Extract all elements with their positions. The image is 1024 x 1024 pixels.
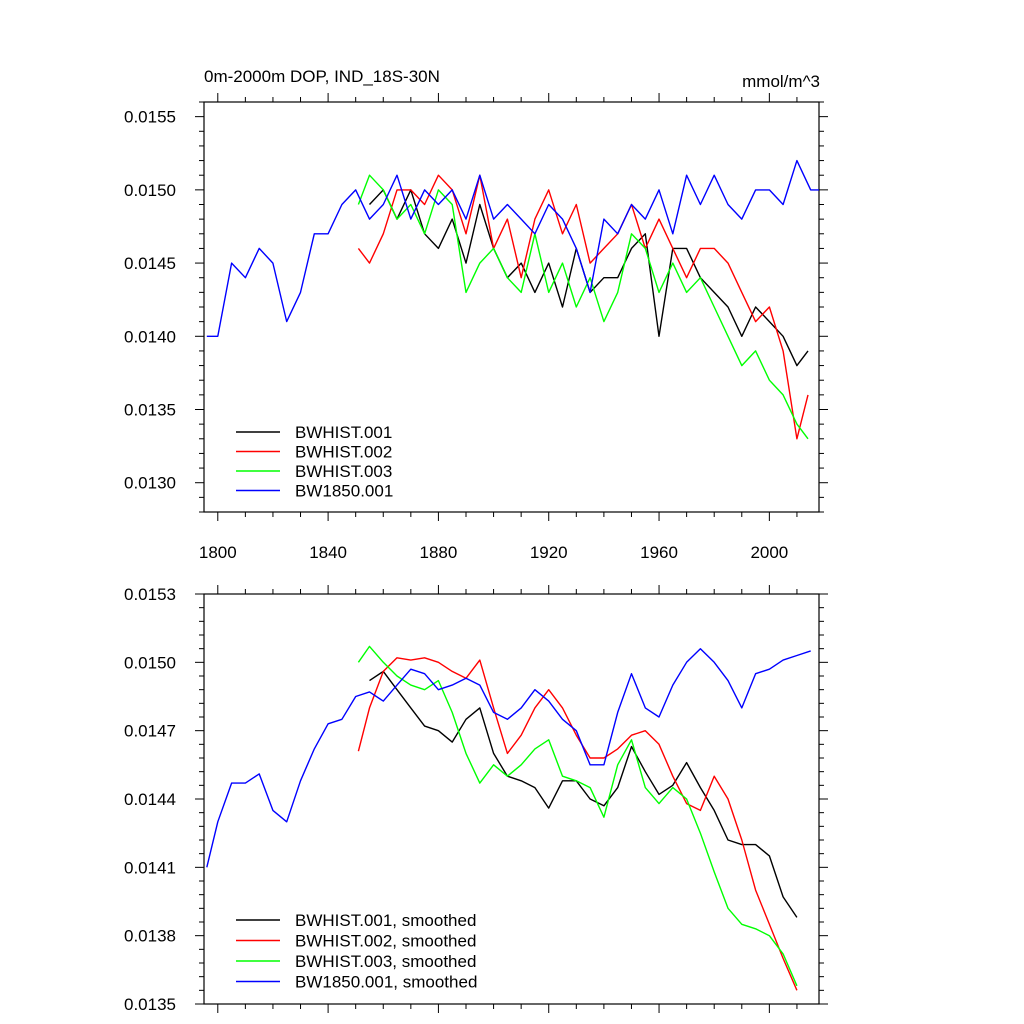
- bottom-panel-legend: BWHIST.001, smoothed BWHIST.002, smoothed…: [236, 911, 477, 992]
- bottom-panel-axes: 0.0135 0.0138 0.0141 0.0144 0.0147 0.0150 0.01…: [124, 585, 828, 1014]
- top-panel: 0m-2000m DOP, IND_18S-30N mmol/m^3 1800 1…: [124, 67, 828, 562]
- y-tick-label: 0.0130: [124, 474, 176, 493]
- legend-label: BWHIST.003, smoothed: [295, 952, 476, 971]
- bottom-panel: 0.0135 0.0138 0.0141 0.0144 0.0147 0.0150 0.01…: [124, 585, 828, 1014]
- series-line-3: [206, 648, 811, 868]
- y-tick-label: 0.0155: [124, 108, 176, 127]
- x-tick-label: 2000: [750, 543, 788, 562]
- legend-label: BWHIST.001, smoothed: [295, 911, 476, 930]
- top-panel-lines: [206, 159, 819, 440]
- y-tick-label: 0.0135: [124, 401, 176, 420]
- y-tick-label: 0.0144: [124, 790, 176, 809]
- y-tick-label: 0.0147: [124, 722, 176, 741]
- series-line-2: [357, 645, 798, 987]
- legend-label: BWHIST.003: [295, 462, 392, 481]
- legend-label: BW1850.001, smoothed: [295, 973, 477, 992]
- top-panel-title: 0m-2000m DOP, IND_18S-30N: [204, 67, 440, 86]
- series-line-1: [357, 174, 809, 440]
- y-tick-label: 0.0138: [124, 927, 176, 946]
- x-tick-label: 1920: [530, 543, 568, 562]
- y-tick-label: 0.0150: [124, 181, 176, 200]
- y-tick-label: 0.0150: [124, 653, 176, 672]
- series-line-1: [357, 657, 798, 991]
- series-line-3: [206, 159, 819, 337]
- y-tick-label: 0.0135: [124, 995, 176, 1014]
- x-tick-label: 1960: [640, 543, 678, 562]
- top-panel-units: mmol/m^3: [742, 72, 820, 91]
- legend-label: BW1850.001: [295, 482, 393, 501]
- x-tick-label: 1840: [309, 543, 347, 562]
- y-tick-label: 0.0145: [124, 254, 176, 273]
- legend-label: BWHIST.002: [295, 443, 392, 462]
- top-panel-axes: 1800 1840 1880 1920 1960 2000 0.0130 0.0135 0.01…: [124, 93, 828, 562]
- x-tick-label: 1880: [420, 543, 458, 562]
- series-line-0: [369, 670, 798, 918]
- legend-label: BWHIST.001: [295, 423, 392, 442]
- y-tick-label: 0.0140: [124, 327, 176, 346]
- y-tick-label: 0.0153: [124, 585, 176, 604]
- series-line-2: [357, 174, 809, 440]
- x-tick-label: 1800: [199, 543, 237, 562]
- y-tick-label: 0.0141: [124, 858, 176, 877]
- bottom-panel-lines: [206, 645, 811, 991]
- legend-label: BWHIST.002, smoothed: [295, 932, 476, 951]
